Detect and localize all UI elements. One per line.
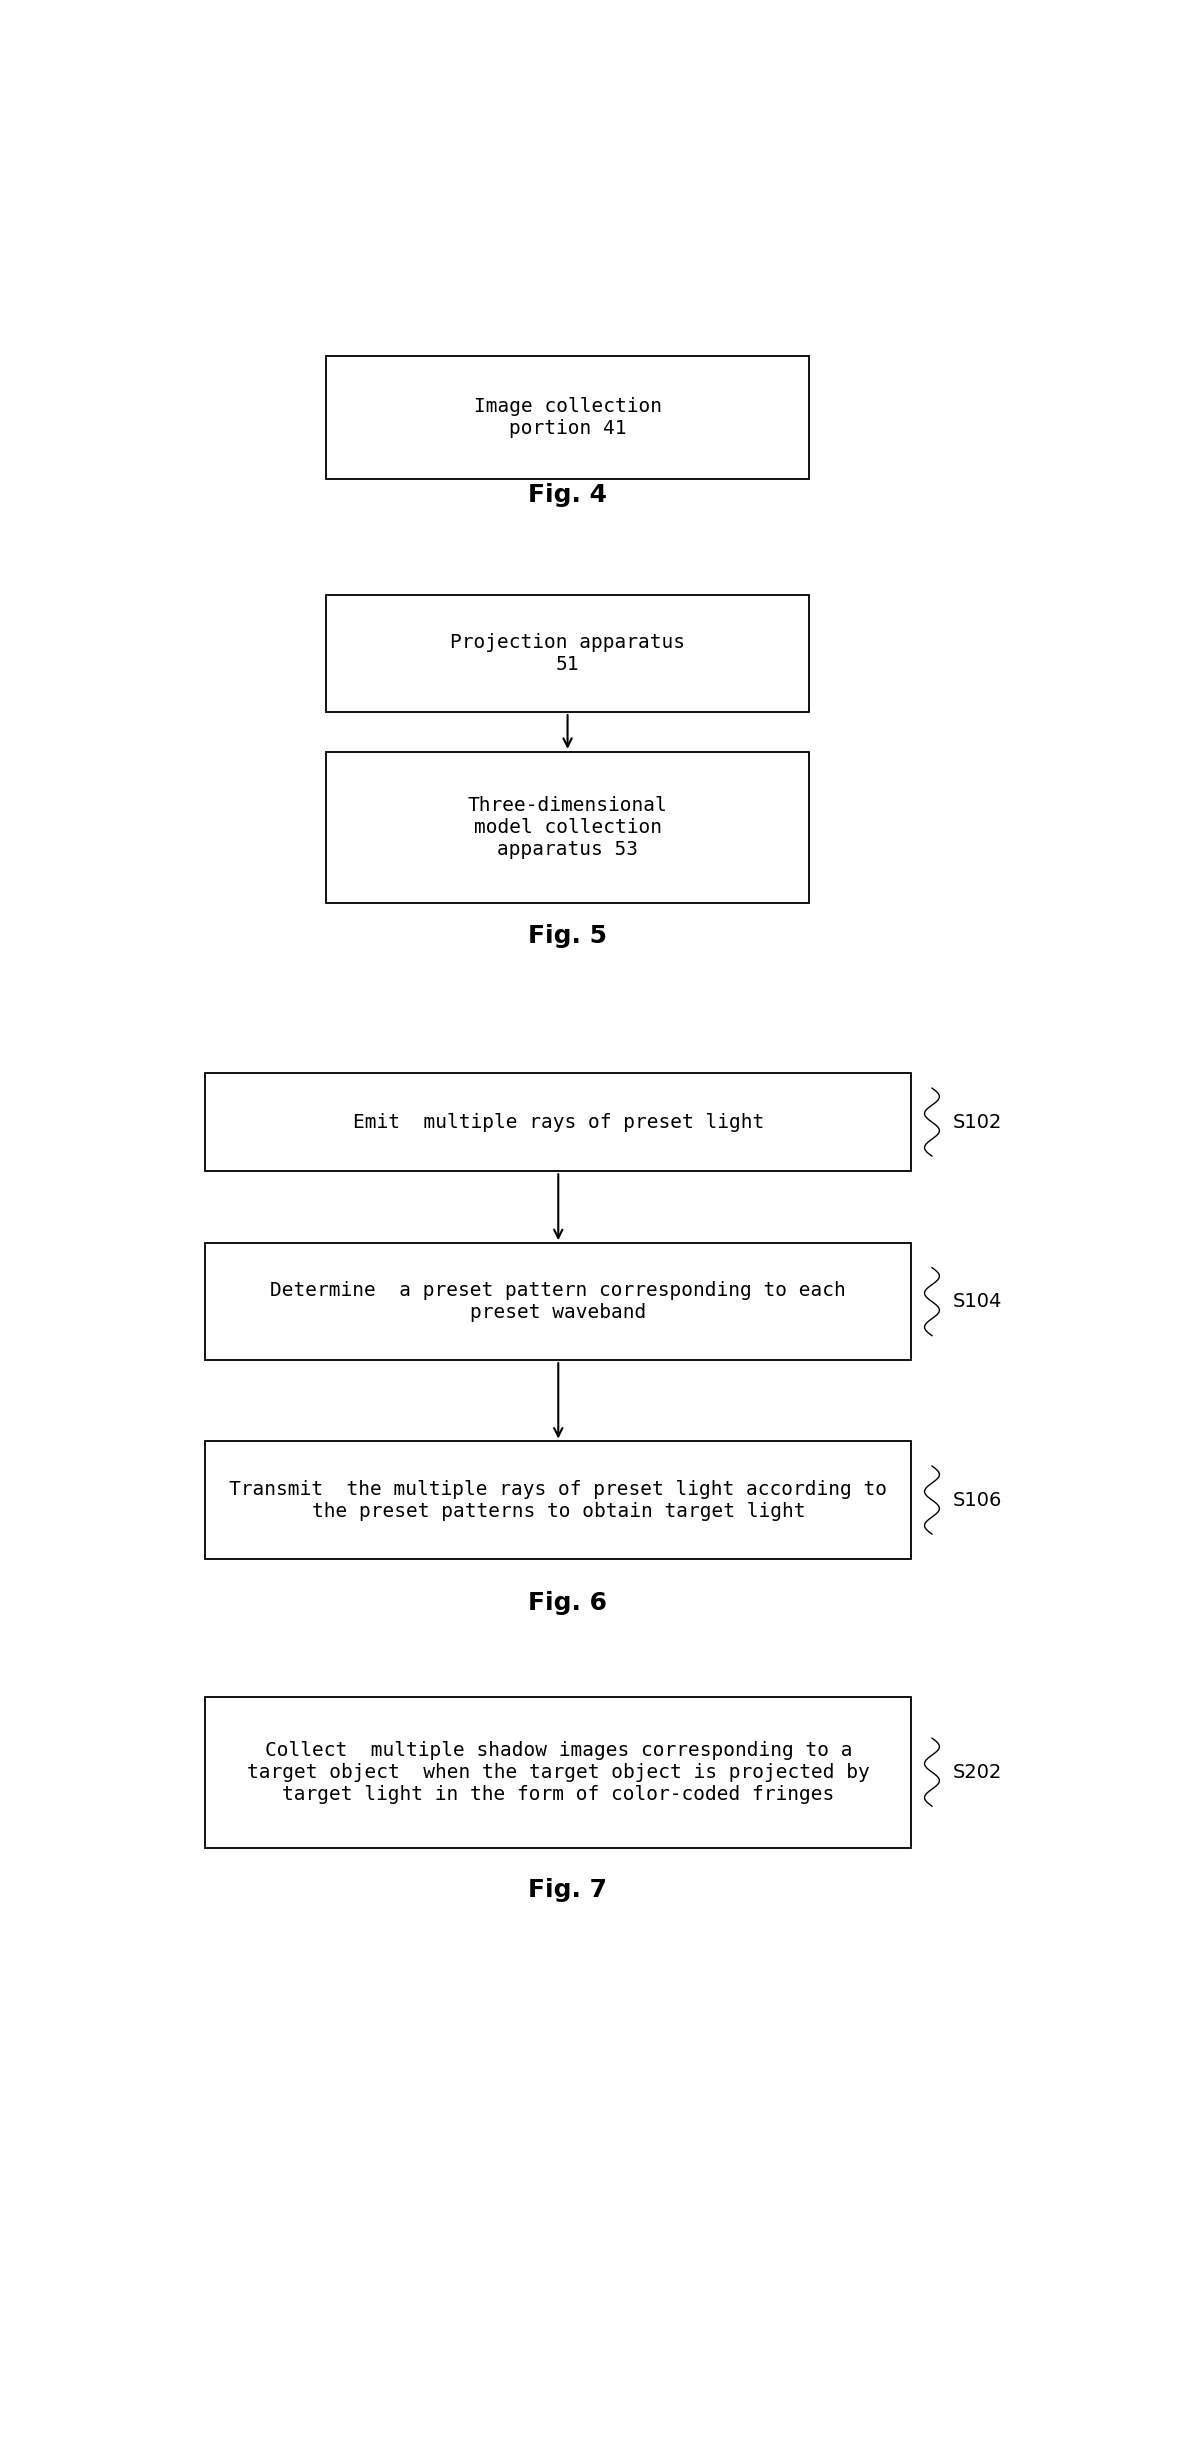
Text: Fig. 5: Fig. 5 <box>528 923 607 947</box>
Text: Image collection
portion 41: Image collection portion 41 <box>473 398 661 437</box>
Text: Projection apparatus
51: Projection apparatus 51 <box>450 633 685 675</box>
Text: Fig. 4: Fig. 4 <box>528 483 607 508</box>
Text: Three-dimensional
model collection
apparatus 53: Three-dimensional model collection appar… <box>467 795 667 859</box>
Text: Emit  multiple rays of preset light: Emit multiple rays of preset light <box>352 1112 764 1131</box>
Text: S202: S202 <box>952 1762 1003 1782</box>
Bar <box>206 1696 912 1848</box>
Text: S106: S106 <box>952 1490 1003 1509</box>
Bar <box>206 1244 912 1360</box>
Text: S104: S104 <box>952 1293 1003 1310</box>
Text: Transmit  the multiple rays of preset light according to
the preset patterns to : Transmit the multiple rays of preset lig… <box>229 1480 888 1521</box>
Text: S102: S102 <box>952 1112 1003 1131</box>
Text: Fig. 6: Fig. 6 <box>528 1590 607 1615</box>
Bar <box>326 356 809 479</box>
Text: Collect  multiple shadow images corresponding to a
target object  when the targe: Collect multiple shadow images correspon… <box>247 1740 870 1804</box>
Bar <box>326 751 809 903</box>
Text: Fig. 7: Fig. 7 <box>528 1877 607 1902</box>
Bar <box>326 594 809 712</box>
Bar <box>206 1440 912 1558</box>
Bar <box>206 1072 912 1171</box>
Text: Determine  a preset pattern corresponding to each
preset waveband: Determine a preset pattern corresponding… <box>271 1281 846 1323</box>
